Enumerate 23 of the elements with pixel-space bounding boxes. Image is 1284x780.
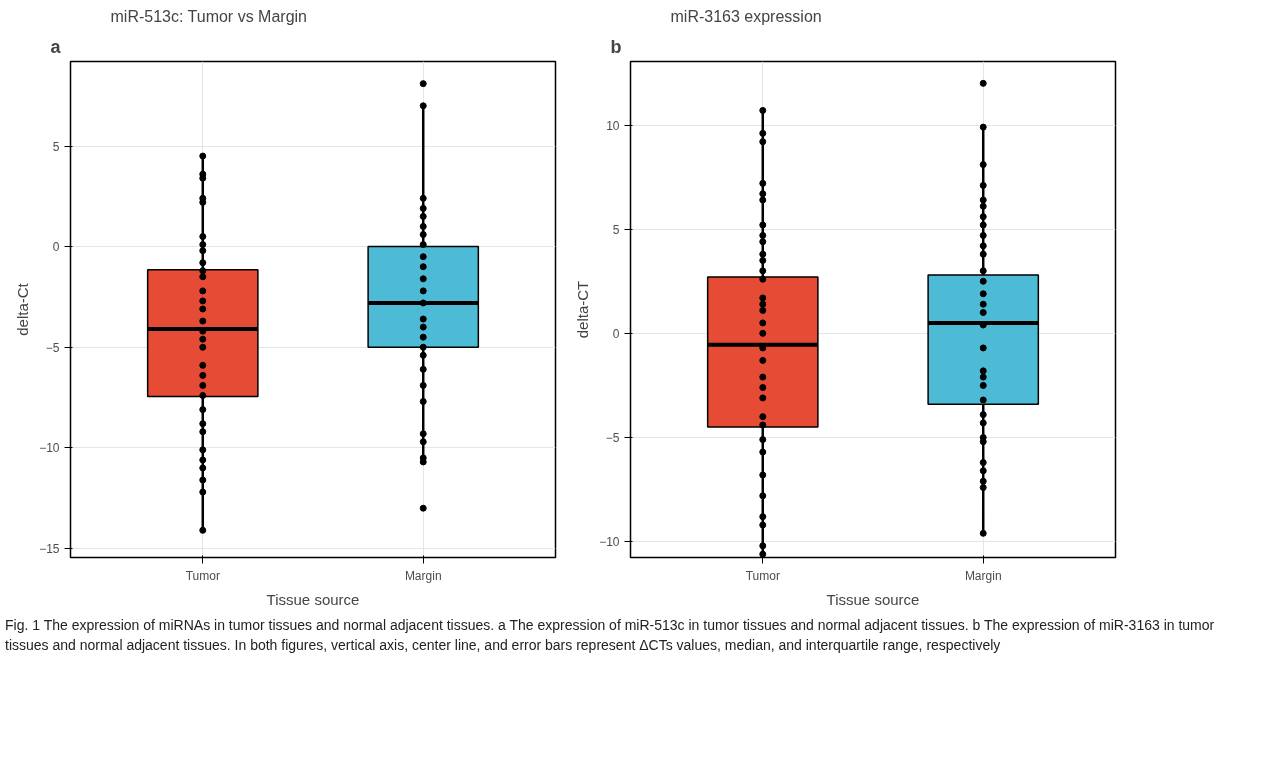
x-axis-title: Tissue source xyxy=(266,590,360,608)
y-tick-label: 5 xyxy=(52,139,60,154)
text: a xyxy=(50,36,62,57)
x-tick-label: Margin xyxy=(964,568,1002,583)
y-tick-label: −10 xyxy=(599,535,620,550)
y-tick-label: −10 xyxy=(39,441,60,456)
x-tick-label: Tumor xyxy=(185,568,220,583)
y-tick-label: 5 xyxy=(612,222,620,237)
x-tick-label: Tumor xyxy=(745,568,780,583)
caption: Fig. 1 The expression of miRNAs in tumor tissues and normal adjacent tissues. a The expression of miR-513c in tumor tissues and normal adjacent tissues. b The expression of miR-3163 in tumor tissues and normal adjacent tissues. In both figures, vertical axis, center line, and error bars represent ΔCTs values, median, and interquartile range, respectively xyxy=(5,616,1216,655)
x-tick-label: Margin xyxy=(404,568,442,583)
chart-title: miR‐513c: Tumor vs Margin xyxy=(110,7,307,25)
text: b xyxy=(610,36,622,57)
y-tick-label: 0 xyxy=(612,326,620,341)
y-tick-label: 0 xyxy=(52,240,60,255)
x-axis-title: Tissue source xyxy=(826,590,920,608)
chart-title: miR‐3163 expression xyxy=(670,7,822,25)
y-tick-label: 10 xyxy=(606,118,620,133)
y-tick-label: −5 xyxy=(605,431,620,446)
y-tick-label: −5 xyxy=(45,340,60,355)
y-tick-label: −15 xyxy=(39,541,60,556)
y-axis-title: delta‐Ct xyxy=(14,282,32,336)
y-axis-title: delta‐CT xyxy=(574,280,592,339)
